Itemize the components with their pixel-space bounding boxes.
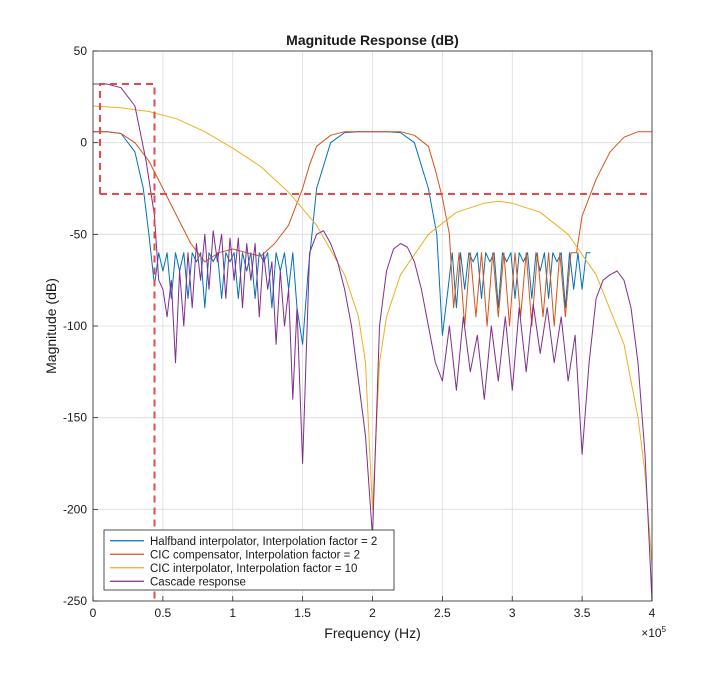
y-tick-label: -200 (63, 502, 87, 516)
x-tick-label: 4 (649, 606, 656, 620)
y-tick-label: -50 (70, 227, 88, 241)
y-axis-ticks: 50 0 -50 -100 -150 -200 -250 (63, 44, 98, 608)
y-tick-label: -150 (63, 411, 87, 425)
x-axis-exponent: ×105 (641, 625, 666, 640)
legend-label-2: CIC compensator, Interpolation factor = … (150, 549, 360, 561)
x-tick-label: 1 (229, 606, 236, 620)
legend-label-4: Cascade response (150, 576, 246, 588)
x-tick-label: 3 (509, 606, 516, 620)
x-axis-exponent-base: ×10 (641, 626, 662, 640)
series-line-2 (93, 131, 652, 327)
series-line-1 (93, 131, 591, 345)
y-tick-label: 50 (74, 44, 88, 58)
series-layer (93, 83, 652, 601)
x-tick-label: 2 (369, 606, 376, 620)
y-axis-label: Magnitude (dB) (43, 278, 59, 374)
mask-layer (98, 83, 652, 601)
x-axis-label: Frequency (Hz) (324, 625, 420, 641)
x-axis-exponent-power: 5 (662, 625, 667, 634)
legend-label-1: Halfband interpolator, Interpolation fac… (150, 536, 377, 548)
passband-mask (98, 83, 156, 601)
x-axis-ticks: 0 0.5 1 1.5 2 2.5 3 3.5 4 (90, 596, 656, 620)
x-tick-label: 3.5 (574, 606, 591, 620)
x-tick-label: 0.5 (155, 606, 172, 620)
legend-label-3: CIC interpolator, Interpolation factor =… (150, 563, 357, 575)
series-line-4 (93, 83, 652, 601)
y-tick-label: -250 (63, 594, 87, 608)
chart-title: Magnitude Response (dB) (286, 32, 459, 48)
x-tick-label: 0 (90, 606, 97, 620)
y-tick-label: 0 (80, 136, 87, 150)
x-tick-label: 2.5 (434, 606, 451, 620)
series-line-3 (93, 105, 652, 565)
x-tick-label: 1.5 (294, 606, 311, 620)
y-tick-label: -100 (63, 319, 87, 333)
legend-box (103, 529, 395, 591)
legend: Halfband interpolator, Interpolation fac… (103, 529, 395, 591)
